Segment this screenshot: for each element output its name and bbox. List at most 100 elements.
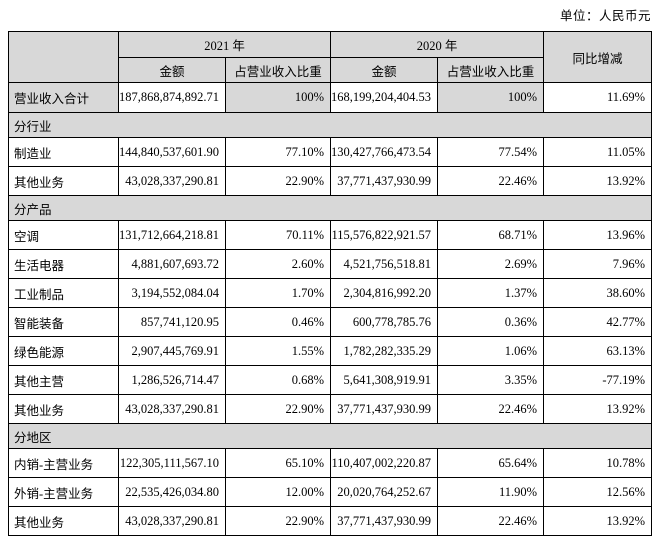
section-row-by-industry: 分行业 (7, 112, 653, 138)
row-label-cell: 其他业务 (8, 506, 119, 536)
amount-2020-cell: 20,020,764,252.67 (330, 477, 439, 507)
yoy-cell: 63.13% (543, 336, 653, 366)
yoy-cell: 11.69% (543, 82, 653, 113)
pct-2020-cell: 1.37% (437, 278, 545, 308)
table-row-industrial-products: 工业制品 3,194,552,084.04 1.70% 2,304,816,99… (8, 278, 653, 308)
amount-2020-cell: 1,782,282,335.29 (330, 336, 439, 366)
unit-label: 单位：人民币元 (559, 9, 651, 23)
pct-2020-cell: 3.35% (437, 365, 545, 395)
table-row-domestic-sales: 内销-主营业务 122,305,111,567.10 65.10% 110,40… (8, 448, 653, 478)
header-year-2021: 2021 年 (117, 31, 332, 58)
row-label-cell: 生活电器 (8, 249, 119, 279)
row-label-cell: 制造业 (8, 137, 119, 167)
table-row-total-revenue: 营业收入合计 187,868,874,892.71 100% 168,199,2… (8, 82, 653, 113)
pct-2021-cell: 0.46% (224, 307, 332, 337)
yoy-cell: 10.78% (543, 448, 653, 478)
amount-2020-cell: 130,427,766,473.54 (330, 137, 439, 167)
amount-2021-cell: 144,840,537,601.90 (118, 137, 226, 167)
pct-2021-cell: 0.68% (224, 365, 332, 395)
yoy-cell: 42.77% (543, 307, 653, 337)
pct-2021-cell: 77.10% (224, 137, 332, 167)
table-row-export-sales: 外销-主营业务 22,535,426,034.80 12.00% 20,020,… (8, 477, 653, 507)
yoy-cell: 13.96% (543, 220, 653, 250)
yoy-cell: 38.60% (543, 278, 653, 308)
header-row-metrics: 金额 占营业收入比重 金额 占营业收入比重 (9, 57, 652, 83)
amount-2021-cell: 187,868,874,892.71 (118, 82, 226, 113)
revenue-breakdown-table: 2021 年 2020 年 同比增减 金额 占营业收入比重 金额 占营业收入比重… (7, 31, 653, 536)
yoy-cell: 13.92% (543, 394, 653, 424)
row-label-cell: 工业制品 (8, 278, 119, 308)
table-row-other-business-region: 其他业务 43,028,337,290.81 22.90% 37,771,437… (8, 506, 653, 536)
section-title: 分产品 (7, 195, 653, 221)
amount-2021-cell: 22,535,426,034.80 (118, 477, 226, 507)
table-row-other-business-product: 其他业务 43,028,337,290.81 22.90% 37,771,437… (8, 394, 653, 424)
row-label-cell: 内销-主营业务 (8, 448, 119, 478)
pct-2021-cell: 12.00% (224, 477, 332, 507)
header-yoy-change: 同比增减 (543, 31, 653, 83)
section-row-by-product: 分产品 (7, 195, 653, 221)
header-amount-2021: 金额 (118, 57, 226, 83)
row-label-cell: 空调 (8, 220, 119, 250)
amount-2021-cell: 3,194,552,084.04 (118, 278, 226, 308)
pct-2020-cell: 0.36% (437, 307, 545, 337)
financial-report-page: 单位：人民币元 2021 年 2020 年 同比增减 金额 占营业收入比重 金额… (7, 9, 653, 536)
pct-2020-cell: 100% (437, 82, 545, 113)
pct-2021-cell: 100% (224, 82, 332, 113)
row-label-cell: 其他业务 (8, 166, 119, 196)
pct-2021-cell: 22.90% (224, 394, 332, 424)
amount-2020-cell: 115,576,822,921.57 (330, 220, 439, 250)
pct-2020-cell: 22.46% (437, 394, 545, 424)
table-row-smart-equipment: 智能装备 857,741,120.95 0.46% 600,778,785.76… (8, 307, 653, 337)
amount-2021-cell: 131,712,664,218.81 (118, 220, 226, 250)
section-title: 分行业 (7, 112, 653, 138)
table-row-air-conditioning: 空调 131,712,664,218.81 70.11% 115,576,822… (8, 220, 653, 250)
pct-2021-cell: 1.70% (224, 278, 332, 308)
row-label-cell: 智能装备 (8, 307, 119, 337)
pct-2021-cell: 2.60% (224, 249, 332, 279)
pct-2020-cell: 11.90% (437, 477, 545, 507)
yoy-cell: 13.92% (543, 506, 653, 536)
pct-2020-cell: 77.54% (437, 137, 545, 167)
row-label-cell: 外销-主营业务 (8, 477, 119, 507)
pct-2020-cell: 22.46% (437, 506, 545, 536)
header-year-2020: 2020 年 (330, 31, 545, 58)
table-row-manufacturing: 制造业 144,840,537,601.90 77.10% 130,427,76… (8, 137, 653, 167)
amount-2020-cell: 600,778,785.76 (330, 307, 439, 337)
amount-2020-cell: 2,304,816,992.20 (330, 278, 439, 308)
yoy-cell: 12.56% (543, 477, 653, 507)
amount-2020-cell: 110,407,002,220.87 (330, 448, 439, 478)
amount-2020-cell: 4,521,756,518.81 (330, 249, 439, 279)
row-label-cell: 营业收入合计 (8, 82, 119, 113)
row-label-cell: 其他主营 (8, 365, 119, 395)
section-title: 分地区 (7, 423, 653, 449)
amount-2020-cell: 37,771,437,930.99 (330, 166, 439, 196)
row-label-cell: 绿色能源 (8, 336, 119, 366)
yoy-cell: 7.96% (543, 249, 653, 279)
amount-2021-cell: 1,286,526,714.47 (118, 365, 226, 395)
amount-2021-cell: 43,028,337,290.81 (118, 394, 226, 424)
header-proportion-2020: 占营业收入比重 (437, 57, 545, 83)
amount-2021-cell: 4,881,607,693.72 (118, 249, 226, 279)
pct-2021-cell: 22.90% (224, 166, 332, 196)
amount-2021-cell: 43,028,337,290.81 (118, 506, 226, 536)
pct-2020-cell: 68.71% (437, 220, 545, 250)
header-amount-2020: 金额 (330, 57, 439, 83)
row-label-cell: 其他业务 (8, 394, 119, 424)
header-empty-cell (8, 31, 119, 83)
section-row-by-region: 分地区 (7, 423, 653, 449)
table-row-green-energy: 绿色能源 2,907,445,769.91 1.55% 1,782,282,33… (8, 336, 653, 366)
pct-2021-cell: 1.55% (224, 336, 332, 366)
yoy-cell: 13.92% (543, 166, 653, 196)
pct-2021-cell: 70.11% (224, 220, 332, 250)
amount-2021-cell: 122,305,111,567.10 (118, 448, 226, 478)
pct-2020-cell: 1.06% (437, 336, 545, 366)
amount-2021-cell: 857,741,120.95 (118, 307, 226, 337)
amount-2021-cell: 2,907,445,769.91 (118, 336, 226, 366)
table-row-home-appliances: 生活电器 4,881,607,693.72 2.60% 4,521,756,51… (8, 249, 653, 279)
yoy-cell: 11.05% (543, 137, 653, 167)
amount-2021-cell: 43,028,337,290.81 (118, 166, 226, 196)
amount-2020-cell: 168,199,204,404.53 (330, 82, 439, 113)
pct-2020-cell: 2.69% (437, 249, 545, 279)
pct-2020-cell: 65.64% (437, 448, 545, 478)
table-row-other-main-business: 其他主营 1,286,526,714.47 0.68% 5,641,308,91… (8, 365, 653, 395)
